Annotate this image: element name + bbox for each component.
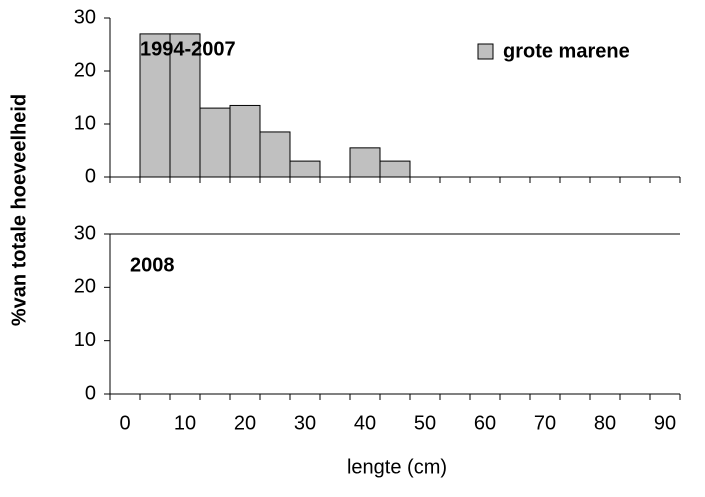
bar: [349, 147, 381, 178]
panel-label: 1994-2007: [140, 38, 236, 60]
x-tick-label: 40: [354, 412, 376, 434]
y-tick-label: 0: [85, 165, 96, 187]
bar: [169, 33, 201, 178]
x-tick-label: 50: [414, 412, 436, 434]
x-tick-label: 70: [534, 412, 556, 434]
y-tick-label: 10: [74, 329, 96, 351]
bar: [259, 131, 291, 178]
x-tick-label: 60: [474, 412, 496, 434]
y-tick-label: 30: [74, 222, 96, 244]
x-tick-label: 30: [294, 412, 316, 434]
y-tick-label: 30: [74, 6, 96, 28]
x-tick-label: 10: [174, 412, 196, 434]
x-tick-label: 80: [594, 412, 616, 434]
bar: [229, 104, 261, 178]
bar: [289, 160, 321, 178]
legend-swatch: [477, 43, 494, 60]
y-tick-label: 20: [74, 59, 96, 81]
y-axis-label: %van totale hoeveelheid: [8, 94, 30, 326]
y-tick-label: 10: [74, 112, 96, 134]
x-axis-label: lengte (cm): [347, 456, 447, 478]
y-tick-label: 20: [74, 276, 96, 298]
bar: [199, 107, 231, 178]
x-tick-label: 0: [119, 412, 130, 434]
y-tick-label: 0: [85, 382, 96, 404]
legend-label: grote marene: [503, 40, 630, 62]
x-tick-label: 20: [234, 412, 256, 434]
panel-label: 2008: [130, 254, 175, 276]
bar: [379, 160, 411, 178]
x-tick-label: 90: [654, 412, 676, 434]
